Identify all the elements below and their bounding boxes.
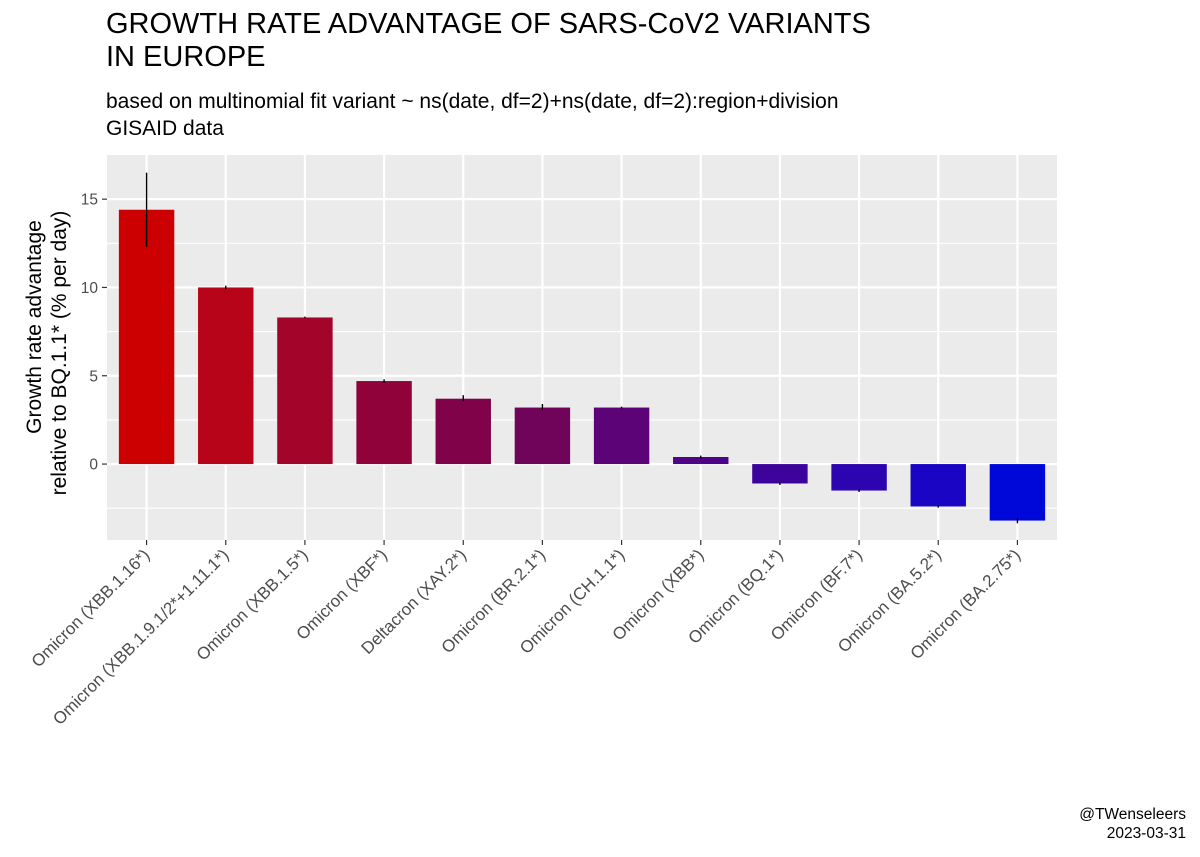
bar (435, 398, 491, 465)
y-tick-label: 0 (89, 457, 98, 474)
y-axis: 0 5 10 15 (81, 192, 107, 474)
plot-panel (107, 155, 1057, 540)
chart-subtitle: based on multinomial fit variant ~ ns(da… (106, 88, 839, 142)
title-line-1: GROWTH RATE ADVANTAGE OF SARS-CoV2 VARIA… (106, 8, 871, 40)
bar (593, 407, 650, 465)
y-tick-label: 15 (81, 192, 98, 209)
caption: @TWenseleers 2023-03-31 (1079, 805, 1186, 843)
x-tick-label: Omicron (XBB.1.9.1/2*+1.11.1*) (49, 545, 232, 728)
bar (989, 464, 1046, 521)
bar (356, 381, 412, 465)
caption-date: 2023-03-31 (1106, 825, 1186, 842)
chart-title: GROWTH RATE ADVANTAGE OF SARS-CoV2 VARIA… (106, 8, 871, 74)
bar (673, 456, 729, 465)
bar (118, 209, 175, 465)
x-axis: Omicron (XBB.1.16*)Omicron (XBB.1.9.1/2*… (28, 540, 1024, 729)
bar (277, 317, 333, 465)
bar (198, 287, 254, 465)
bar (752, 464, 808, 484)
y-tick-label: 10 (81, 280, 99, 297)
y-axis-title-line-1: Growth rate advantage (23, 220, 46, 434)
error-bars (145, 172, 1019, 524)
subtitle-line-1: based on multinomial fit variant ~ ns(da… (106, 90, 839, 113)
grid-minor (107, 242, 1057, 509)
bar (514, 407, 571, 465)
bar (910, 464, 966, 507)
bar (831, 464, 887, 491)
caption-author: @TWenseleers (1079, 806, 1186, 823)
subtitle-line-2: GISAID data (106, 117, 224, 140)
bars (118, 209, 1046, 521)
y-axis-title-line-2: relative to BQ.1.1* (% per day) (48, 211, 71, 496)
y-tick-label: 5 (89, 368, 98, 385)
title-line-2: IN EUROPE (106, 41, 266, 73)
